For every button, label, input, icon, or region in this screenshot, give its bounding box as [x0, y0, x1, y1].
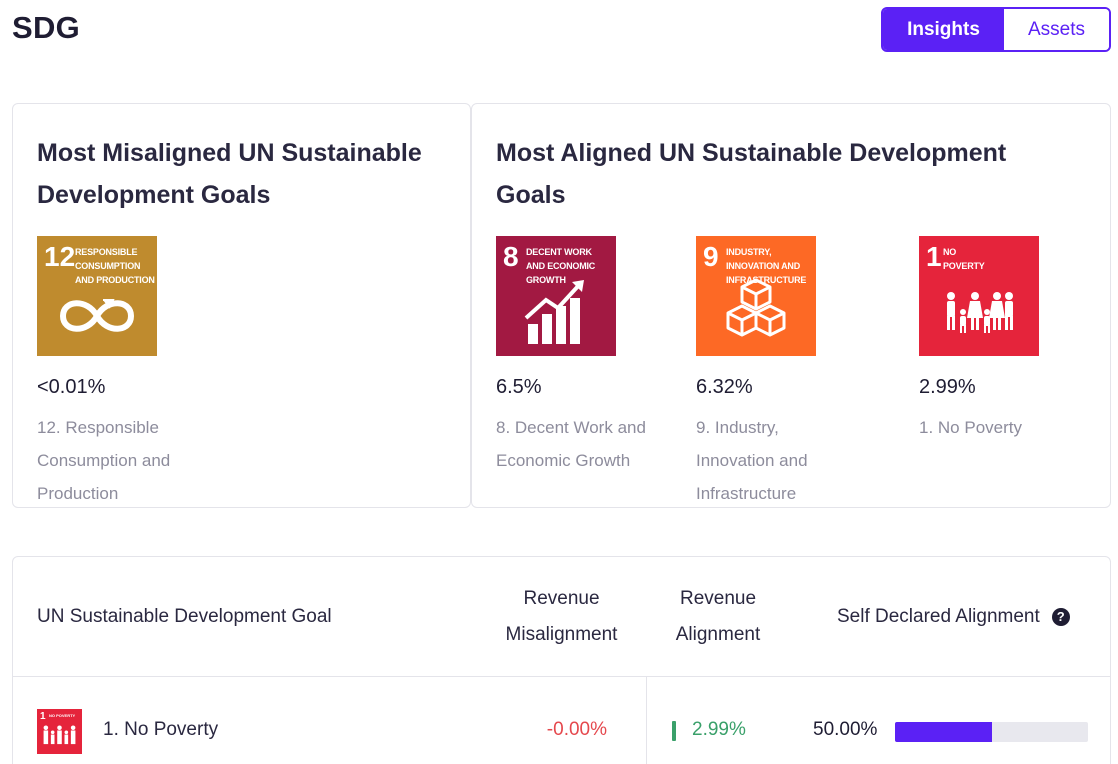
table-row[interactable]: 1 NO POVERTY 1. No Poverty -0.00% 2.99% …	[13, 677, 1110, 764]
header-self-declared-label: Self Declared Alignment	[837, 599, 1040, 635]
help-icon[interactable]: ?	[1052, 608, 1070, 626]
aligned-goal-1-value: 2.99%	[919, 376, 1099, 399]
sdg-8-tile: 8 DECENT WORK AND ECONOMIC GROWTH	[496, 236, 616, 356]
alignment-indicator	[672, 721, 676, 741]
cubes-icon	[716, 276, 796, 348]
header-goal[interactable]: UN Sustainable Development Goal	[37, 599, 332, 635]
aligned-goal-9-label: 9. Industry, Innovation and Infrastructu…	[696, 411, 861, 510]
aligned-goal-9-value: 6.32%	[696, 376, 876, 399]
misaligned-goal-value: <0.01%	[37, 376, 217, 399]
header-revenue-alignment[interactable]: Revenue Alignment	[653, 581, 783, 653]
view-toggle: Insights Assets	[881, 7, 1111, 52]
growth-chart-icon	[516, 276, 596, 348]
misaligned-goal-label: 12. Responsible Consumption and Producti…	[37, 411, 202, 510]
aligned-goal-9: 9 INDUSTRY, INNOVATION AND INFRASTRUCTUR…	[696, 236, 876, 510]
row-goal-name: 1. No Poverty	[103, 719, 218, 741]
tab-insights[interactable]: Insights	[883, 9, 1004, 50]
sdg-1-number: 1	[926, 242, 942, 272]
sdg-12-number: 12	[44, 242, 75, 272]
row-icon-number: 1	[40, 711, 46, 722]
sdg-table: UN Sustainable Development Goal Revenue …	[12, 556, 1111, 764]
aligned-goal-1-label: 1. No Poverty	[919, 411, 1084, 444]
aligned-goal-8-label: 8. Decent Work and Economic Growth	[496, 411, 661, 477]
aligned-card-title: Most Aligned UN Sustainable Development …	[496, 132, 1056, 216]
tab-assets[interactable]: Assets	[1004, 9, 1109, 50]
sdg-9-number: 9	[703, 242, 719, 272]
sdg-8-number: 8	[503, 242, 519, 272]
misaligned-goal-12: 12 RESPONSIBLE CONSUMPTION AND PRODUCTIO…	[37, 236, 217, 510]
sdg-1-caption: NO POVERTY	[943, 245, 983, 273]
aligned-goal-8: 8 DECENT WORK AND ECONOMIC GROWTH 6.5% 8…	[496, 236, 676, 477]
row-self-declared-value: 50.00%	[813, 719, 877, 741]
header-self-declared-alignment[interactable]: Self Declared Alignment ?	[837, 599, 1070, 635]
aligned-goals-card: Most Aligned UN Sustainable Development …	[471, 103, 1111, 508]
family-icon	[939, 276, 1019, 348]
header-revenue-misalignment[interactable]: Revenue Misalignment	[483, 581, 640, 653]
sdg-12-tile: 12 RESPONSIBLE CONSUMPTION AND PRODUCTIO…	[37, 236, 157, 356]
sdg-1-tile: 1 NO POVERTY	[919, 236, 1039, 356]
row-revenue-alignment: 2.99%	[692, 719, 746, 741]
row-icon-caption: NO POVERTY	[49, 713, 75, 718]
misaligned-card-title: Most Misaligned UN Sustainable Developme…	[37, 132, 457, 216]
family-icon	[41, 725, 78, 745]
row-revenue-misalignment: -0.00%	[483, 719, 607, 741]
sdg-9-tile: 9 INDUSTRY, INNOVATION AND INFRASTRUCTUR…	[696, 236, 816, 356]
no-poverty-icon: 1 NO POVERTY	[37, 709, 82, 754]
self-declared-progress-fill	[895, 722, 992, 742]
page-title: SDG	[12, 10, 80, 46]
aligned-goal-1: 1 NO POVERTY 2.99% 1. No Poverty	[919, 236, 1099, 444]
misaligned-goals-card: Most Misaligned UN Sustainable Developme…	[12, 103, 471, 508]
aligned-goal-8-value: 6.5%	[496, 376, 676, 399]
infinity-loop-icon	[57, 276, 137, 348]
self-declared-progress-bar	[895, 722, 1088, 742]
